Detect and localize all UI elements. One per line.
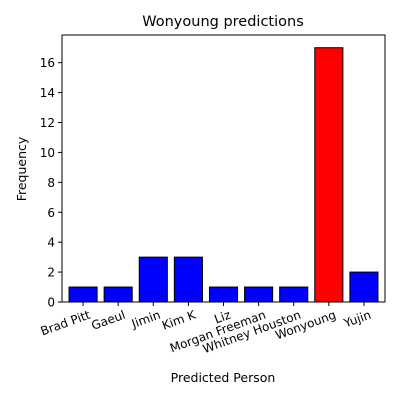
bar-kim-k	[173, 256, 203, 303]
y-tick-label: 10	[40, 146, 55, 160]
bar-brad-pitt	[68, 286, 98, 303]
y-tick-label: 16	[40, 56, 55, 70]
bar-whitney-houston	[279, 286, 309, 303]
y-tick-label: 4	[47, 236, 55, 250]
bar-wonyoung	[314, 47, 344, 303]
y-tick-label: 2	[47, 266, 55, 280]
chart-title: Wonyoung predictions	[142, 14, 304, 30]
bar-morgan-freeman	[244, 286, 274, 303]
y-tick-label: 14	[40, 86, 55, 100]
y-tick-label: 12	[40, 116, 55, 130]
x-tick-label: Liz	[212, 308, 232, 327]
bar-jimin	[138, 256, 168, 303]
x-axis-label: Predicted Person	[171, 370, 276, 385]
bar-liz	[208, 286, 239, 303]
bar-gaeul	[103, 286, 133, 303]
bar-yujin	[349, 271, 379, 303]
y-axis: 0 2 4 6 8 10 12 14 16	[40, 56, 62, 310]
y-tick-label: 6	[47, 206, 55, 220]
y-tick-label: 0	[47, 296, 55, 310]
y-axis-label: Frequency	[14, 136, 29, 201]
plot-area	[61, 34, 386, 303]
y-tick-label: 8	[47, 176, 55, 190]
